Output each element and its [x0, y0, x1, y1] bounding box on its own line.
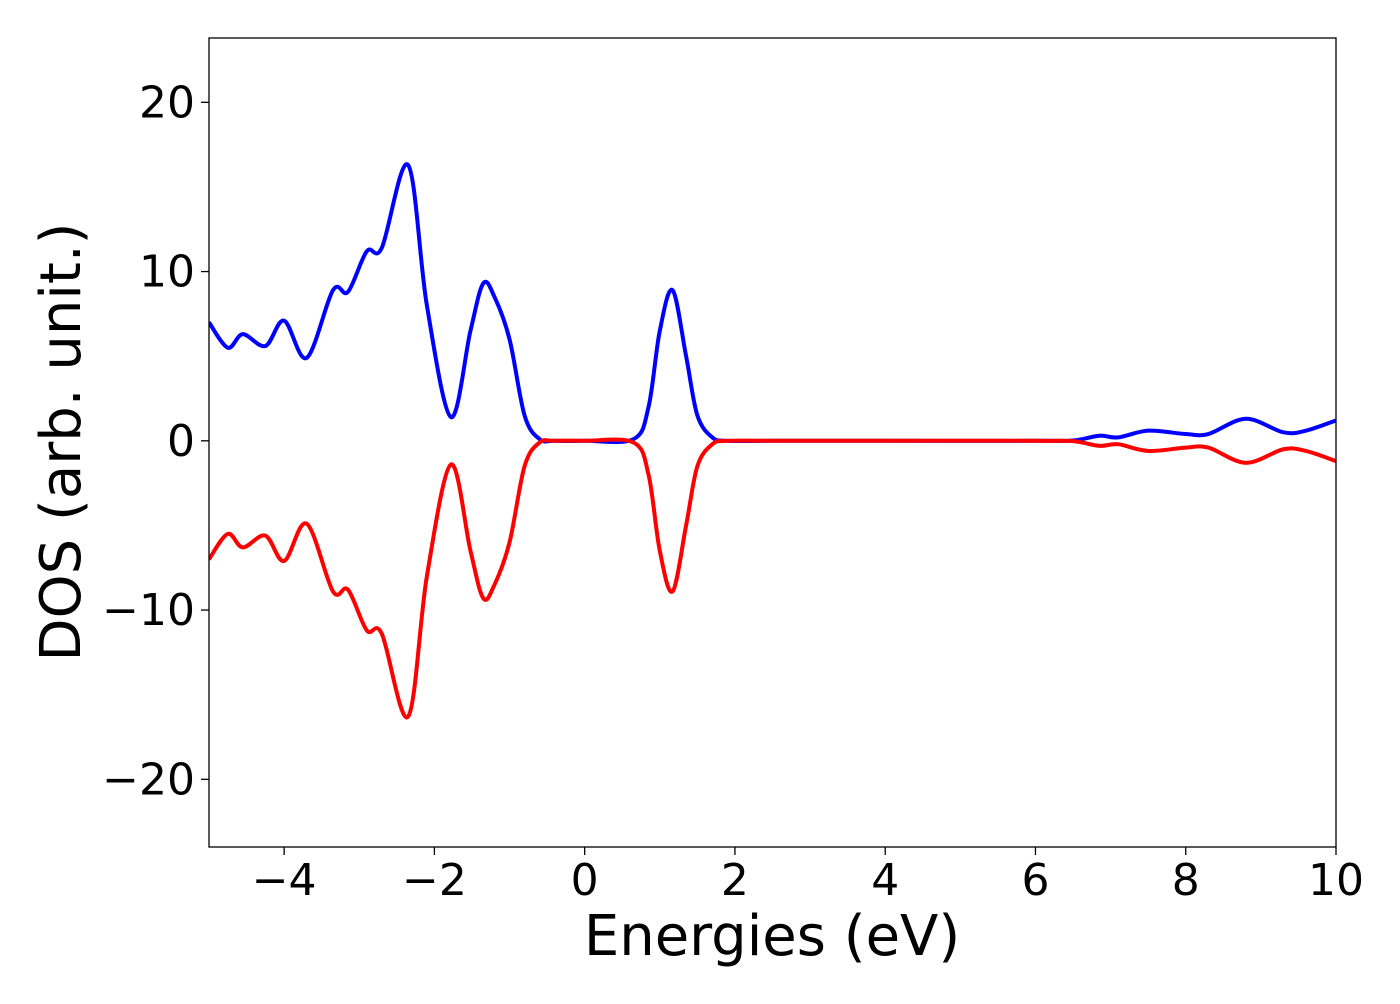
- x-tick-label: 6: [1021, 855, 1049, 906]
- y-axis-ticks: 20 10 0 −10 −20: [102, 77, 209, 805]
- y-tick-label: 0: [167, 416, 195, 467]
- y-tick-label: 10: [139, 247, 195, 298]
- x-tick-label: 10: [1308, 855, 1364, 906]
- x-tick-label: 4: [871, 855, 899, 906]
- x-tick-label: 8: [1172, 855, 1200, 906]
- y-tick-label: −10: [102, 585, 195, 636]
- y-axis-label: DOS (arb. unit.): [29, 222, 94, 661]
- x-tick-label: −4: [252, 855, 317, 906]
- spin-up-curve: [209, 162, 1336, 445]
- series-layer: [209, 162, 1336, 720]
- y-tick-label: −20: [102, 754, 195, 805]
- x-axis-label: Energies (eV): [584, 904, 960, 969]
- x-tick-label: 0: [571, 855, 599, 906]
- plot-frame: [208, 37, 1337, 848]
- y-tick-label: 20: [139, 77, 195, 128]
- spin-down-curve: [209, 437, 1336, 720]
- x-axis-ticks: −4 −2 0 2 4 6 8 10: [252, 847, 1364, 906]
- x-tick-label: 2: [721, 855, 749, 906]
- x-tick-label: −2: [402, 855, 467, 906]
